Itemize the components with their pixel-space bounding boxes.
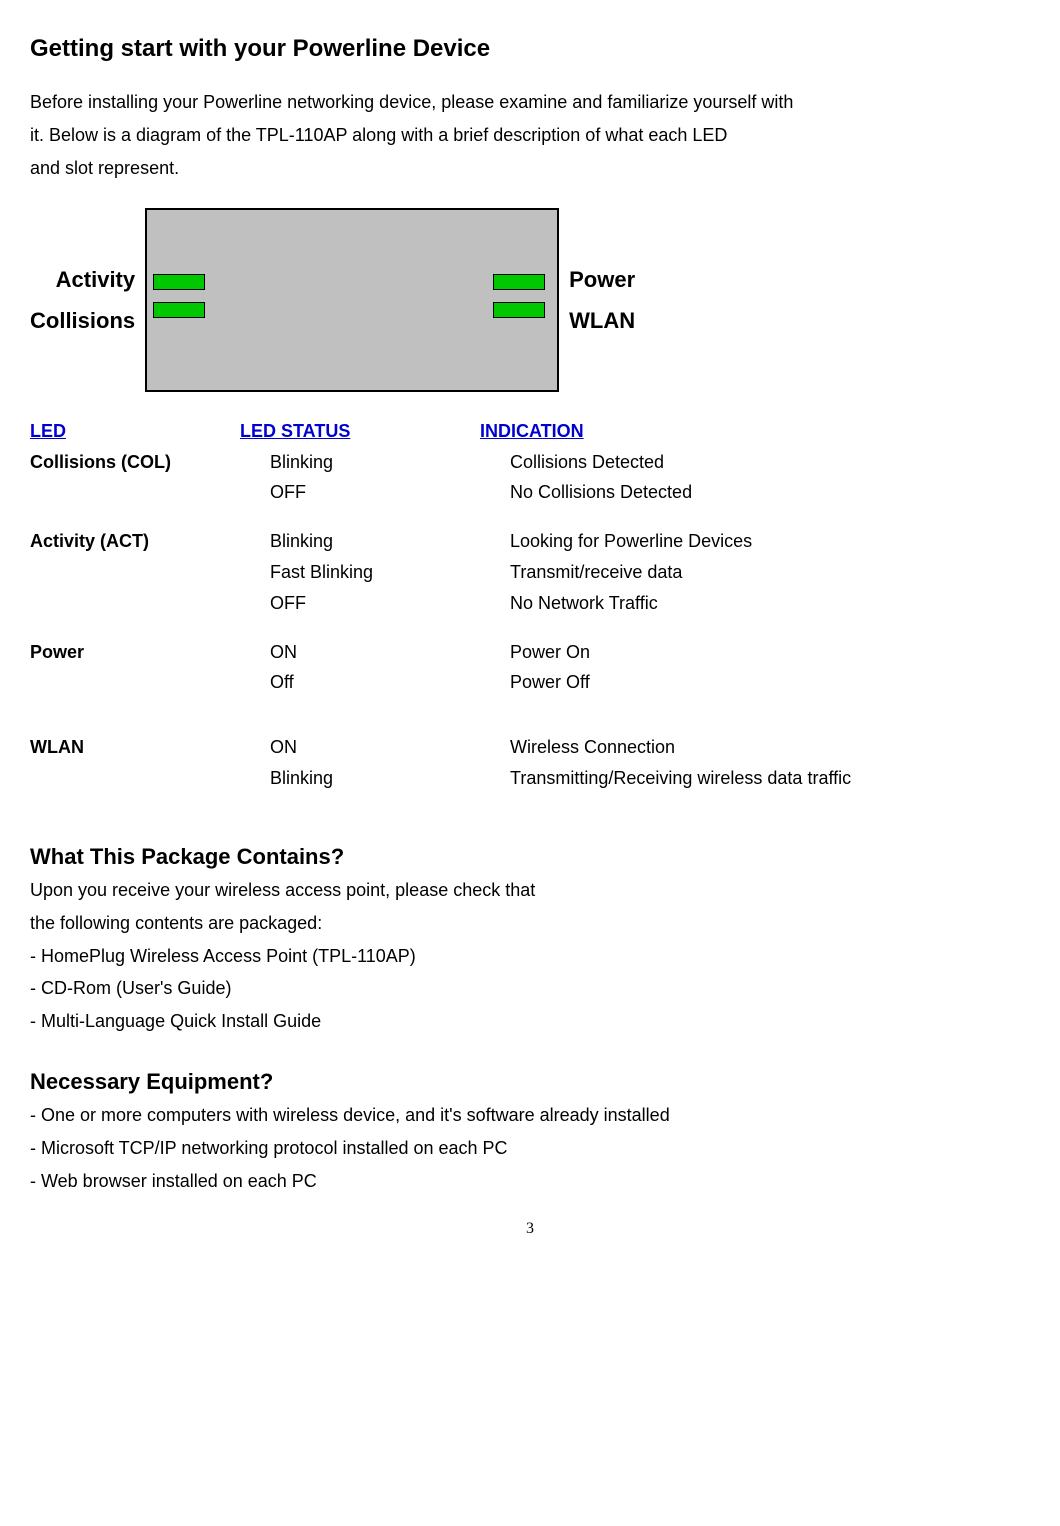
- intro-line-1: Before installing your Powerline network…: [30, 88, 1030, 117]
- label-collisions: Collisions: [30, 303, 135, 338]
- package-line-1: Upon you receive your wireless access po…: [30, 876, 1030, 905]
- led-indication: Power Off: [510, 668, 1030, 697]
- led-status: ON: [240, 733, 510, 762]
- led-status: Blinking: [240, 764, 510, 793]
- equipment-items: - One or more computers with wireless de…: [30, 1101, 1030, 1195]
- led-status: OFF: [240, 589, 510, 618]
- led-indication: No Network Traffic: [510, 589, 1030, 618]
- package-line-2: the following contents are packaged:: [30, 909, 1030, 938]
- package-items: - HomePlug Wireless Access Point (TPL-11…: [30, 942, 1030, 1036]
- device-box: [145, 208, 559, 392]
- table-row: Activity (ACT)BlinkingLooking for Powerl…: [30, 527, 1030, 556]
- led-indication: Collisions Detected: [510, 448, 1030, 477]
- led-name: [30, 589, 240, 618]
- power-led: [493, 274, 545, 290]
- list-item: - Multi-Language Quick Install Guide: [30, 1007, 1030, 1036]
- list-item: - HomePlug Wireless Access Point (TPL-11…: [30, 942, 1030, 971]
- header-status: LED STATUS: [240, 417, 480, 446]
- led-status: Blinking: [240, 527, 510, 556]
- collisions-led: [153, 302, 205, 318]
- package-heading: What This Package Contains?: [30, 839, 1030, 874]
- led-indication: Looking for Powerline Devices: [510, 527, 1030, 556]
- table-row: OffPower Off: [30, 668, 1030, 697]
- wlan-led: [493, 302, 545, 318]
- list-item: - Web browser installed on each PC: [30, 1167, 1030, 1196]
- table-row: OFFNo Network Traffic: [30, 589, 1030, 618]
- table-row: BlinkingTransmitting/Receiving wireless …: [30, 764, 1030, 793]
- label-power: Power: [569, 262, 635, 297]
- led-indication: Transmitting/Receiving wireless data tra…: [510, 764, 1030, 793]
- table-row: OFFNo Collisions Detected: [30, 478, 1030, 507]
- led-name: Power: [30, 638, 240, 667]
- led-status: Blinking: [240, 448, 510, 477]
- spacer: [30, 795, 1030, 811]
- spacer: [30, 620, 1030, 636]
- spacer: [30, 509, 1030, 525]
- table-row: Fast BlinkingTransmit/receive data: [30, 558, 1030, 587]
- list-item: - CD-Rom (User's Guide): [30, 974, 1030, 1003]
- device-diagram: Activity Collisions Power WLAN: [30, 208, 1030, 392]
- led-status: Off: [240, 668, 510, 697]
- table-row: Collisions (COL)BlinkingCollisions Detec…: [30, 448, 1030, 477]
- list-item: - Microsoft TCP/IP networking protocol i…: [30, 1134, 1030, 1163]
- header-indication: INDICATION: [480, 417, 1030, 446]
- intro-line-2: it. Below is a diagram of the TPL-110AP …: [30, 121, 1030, 150]
- led-status: OFF: [240, 478, 510, 507]
- led-indication: Transmit/receive data: [510, 558, 1030, 587]
- led-name: [30, 478, 240, 507]
- label-activity: Activity: [56, 262, 135, 297]
- spacer: [30, 715, 1030, 731]
- equipment-heading: Necessary Equipment?: [30, 1064, 1030, 1099]
- led-name: [30, 764, 240, 793]
- spacer: [30, 699, 1030, 715]
- led-name: Activity (ACT): [30, 527, 240, 556]
- led-status: Fast Blinking: [240, 558, 510, 587]
- page-title: Getting start with your Powerline Device: [30, 30, 1030, 68]
- led-status: ON: [240, 638, 510, 667]
- led-indication: No Collisions Detected: [510, 478, 1030, 507]
- table-row: WLANONWireless Connection: [30, 733, 1030, 762]
- activity-led: [153, 274, 205, 290]
- led-indication: Wireless Connection: [510, 733, 1030, 762]
- table-header-row: LED LED STATUS INDICATION: [30, 417, 1030, 446]
- led-name: [30, 668, 240, 697]
- list-item: - One or more computers with wireless de…: [30, 1101, 1030, 1130]
- led-name: WLAN: [30, 733, 240, 762]
- label-wlan: WLAN: [569, 303, 635, 338]
- led-name: [30, 558, 240, 587]
- led-name: Collisions (COL): [30, 448, 240, 477]
- led-indication: Power On: [510, 638, 1030, 667]
- intro-line-3: and slot represent.: [30, 154, 1030, 183]
- page-number: 3: [30, 1216, 1030, 1242]
- table-row: PowerONPower On: [30, 638, 1030, 667]
- header-led: LED: [30, 417, 240, 446]
- led-table-body: Collisions (COL)BlinkingCollisions Detec…: [30, 448, 1030, 811]
